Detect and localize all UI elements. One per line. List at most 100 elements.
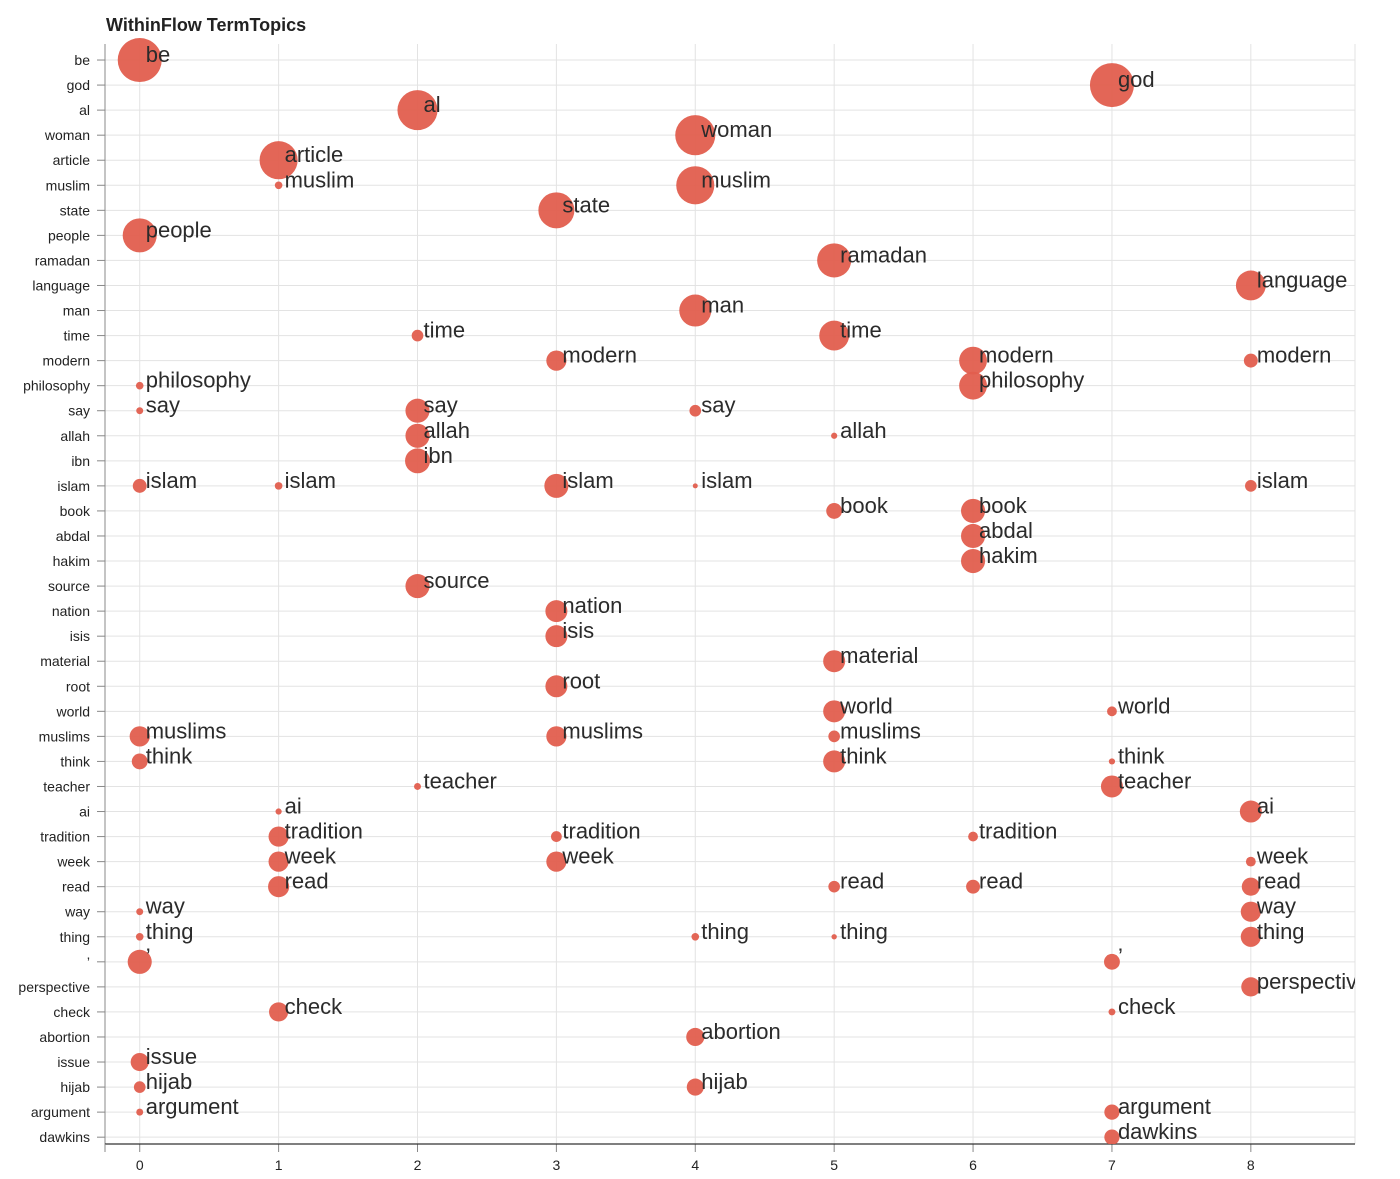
bubble-label: thing (1257, 919, 1305, 944)
bubble-label: world (839, 693, 893, 718)
bubble (414, 782, 421, 790)
bubble (405, 448, 430, 474)
bubble (961, 548, 986, 574)
bubble (405, 574, 430, 599)
x-tick-label: 7 (1108, 1157, 1116, 1173)
x-tick-label: 2 (414, 1157, 422, 1173)
bubble-label: tradition (285, 819, 363, 844)
bubble (1241, 877, 1260, 896)
bubble (268, 826, 289, 847)
bubble (691, 932, 700, 941)
bubble (961, 498, 986, 523)
bubble-label: think (840, 743, 887, 768)
bubble-label: ’ (1118, 944, 1123, 969)
bubble (1108, 758, 1116, 765)
x-tick-label: 6 (969, 1157, 977, 1173)
bubble (968, 831, 978, 842)
y-tick-label: way (64, 904, 90, 920)
y-tick-label: nation (52, 603, 90, 619)
y-tick-label: god (67, 77, 90, 93)
y-tick-label: ibn (71, 453, 90, 469)
bubble-label: say (146, 393, 180, 418)
bubble (823, 650, 846, 673)
y-tick-label: woman (44, 127, 90, 143)
bubble (411, 329, 424, 342)
y-tick-label: dawkins (39, 1129, 90, 1145)
bubble-label: allah (424, 418, 470, 443)
bubble (544, 473, 569, 498)
bubble-label: week (561, 844, 614, 869)
bubble-label: be (146, 42, 170, 67)
bubble (1089, 63, 1134, 108)
bubble-label: man (701, 293, 744, 318)
y-tick-label: material (40, 653, 90, 669)
bubble (823, 700, 846, 723)
y-tick-label: time (64, 328, 91, 344)
bubble-label: ai (1257, 794, 1274, 819)
bubble-label: islam (146, 468, 197, 493)
bubble-label: think (146, 743, 193, 768)
bubble (831, 432, 838, 439)
y-tick-label: hakim (53, 553, 90, 569)
y-tick-label: abdal (56, 528, 90, 544)
axes: begodalwomanarticlemuslimstatepeoplerama… (18, 44, 1355, 1173)
bubble (1104, 1129, 1120, 1144)
x-tick-label: 1 (275, 1157, 283, 1173)
bubble-label: state (562, 192, 610, 217)
bubble-label: abortion (701, 1019, 781, 1044)
bubbles (117, 38, 1266, 1144)
y-tick-label: allah (60, 428, 90, 444)
y-tick-label: ai (79, 804, 90, 820)
bubble (961, 523, 986, 549)
y-tick-label: read (62, 879, 90, 895)
bubble (259, 141, 298, 180)
bubble (135, 381, 144, 390)
bubble (675, 115, 716, 156)
y-tick-label: man (63, 303, 90, 319)
bubble-label: perspective (1257, 969, 1370, 994)
bubble (1241, 977, 1261, 997)
bubble (676, 166, 715, 205)
bubble-label: issue (146, 1044, 197, 1069)
bubble (1240, 901, 1261, 922)
bubble-label: ’ (146, 944, 151, 969)
bubble (269, 1002, 289, 1022)
bubble (1108, 1008, 1116, 1016)
bubble-label: check (285, 994, 343, 1019)
bubble (133, 1081, 146, 1093)
bubble (1239, 800, 1262, 823)
y-tick-label: argument (31, 1104, 90, 1120)
bubble-label: material (840, 643, 918, 668)
bubble-label: time (424, 318, 466, 343)
bubble (546, 851, 567, 872)
y-tick-label: isis (70, 628, 90, 644)
y-tick-label: say (68, 403, 90, 419)
bubble (1235, 270, 1266, 301)
y-tick-label: language (32, 277, 90, 293)
bubble-label: book (840, 493, 889, 518)
bubble-label: modern (562, 343, 637, 368)
bubble (275, 808, 282, 815)
bubble-label: islam (285, 468, 336, 493)
bubble-label: thing (146, 919, 194, 944)
y-tick-label: week (56, 854, 91, 870)
bubble (136, 908, 144, 916)
y-tick-label: root (66, 678, 90, 694)
chart-title: WithinFlow TermTopics (106, 15, 306, 35)
bubble-label: tradition (979, 819, 1057, 844)
bubble-label: modern (979, 343, 1054, 368)
bubble (828, 880, 840, 893)
bubble (817, 243, 852, 278)
y-tick-label: world (56, 703, 90, 719)
y-tick-label: hijab (60, 1079, 90, 1095)
bubble-label: teacher (1118, 768, 1191, 793)
bubble (966, 879, 981, 894)
y-tick-label: check (53, 1004, 91, 1020)
bubble-label: way (145, 894, 185, 919)
bubble (127, 949, 152, 974)
bubble-label: muslim (701, 167, 771, 192)
bubble-label: read (979, 869, 1023, 894)
bubble-label: source (424, 568, 490, 593)
bubble-label: check (1118, 994, 1176, 1019)
